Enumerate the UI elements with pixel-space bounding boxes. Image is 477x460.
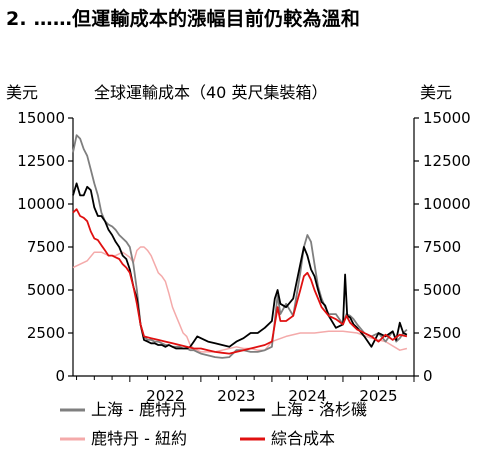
right-y-tick-label: 15000 xyxy=(423,109,471,127)
series-line-4 xyxy=(72,208,408,355)
right-y-tick-label: 5000 xyxy=(423,281,461,299)
left-y-tick-label: 7500 xyxy=(27,238,65,256)
series-lines xyxy=(72,134,408,359)
legend-label: 上海 - 洛杉磯 xyxy=(271,400,367,419)
left-y-tick-label: 2500 xyxy=(27,324,65,342)
right-y-tick-label: 12500 xyxy=(423,152,471,170)
right-y-tick-label: 0 xyxy=(423,367,433,385)
chart-title: 全球運輸成本（40 英尺集裝箱） xyxy=(94,83,327,102)
x-tick-label: 2025 xyxy=(359,387,397,405)
legend-label: 上海 - 鹿特丹 xyxy=(91,400,187,419)
x-tick-label: 2022 xyxy=(146,387,184,405)
legend-label: 鹿特丹 - 紐約 xyxy=(91,429,187,448)
page-heading: 2. ……但運輸成本的漲幅目前仍較為溫和 xyxy=(6,8,361,30)
left-y-tick-label: 5000 xyxy=(27,281,65,299)
left-y-tick-label: 12500 xyxy=(17,152,65,170)
axis-ticks: 0 0 2500 2500 5000 5000 7500 7500 10000 10000 1250… xyxy=(17,109,470,405)
right-y-unit: 美元 xyxy=(420,83,452,102)
left-y-unit: 美元 xyxy=(6,83,38,102)
series-line-3 xyxy=(72,246,408,353)
x-tick-label: 2023 xyxy=(217,387,255,405)
right-y-tick-label: 2500 xyxy=(423,324,461,342)
left-y-tick-label: 0 xyxy=(55,367,65,385)
series-line-1 xyxy=(72,134,408,359)
x-tick-label: 2024 xyxy=(288,387,326,405)
left-y-tick-label: 10000 xyxy=(17,195,65,213)
right-y-tick-label: 7500 xyxy=(423,238,461,256)
right-y-tick-label: 10000 xyxy=(423,195,471,213)
left-y-tick-label: 15000 xyxy=(17,109,65,127)
legend-label: 綜合成本 xyxy=(271,429,335,448)
series-line-2 xyxy=(72,182,408,350)
